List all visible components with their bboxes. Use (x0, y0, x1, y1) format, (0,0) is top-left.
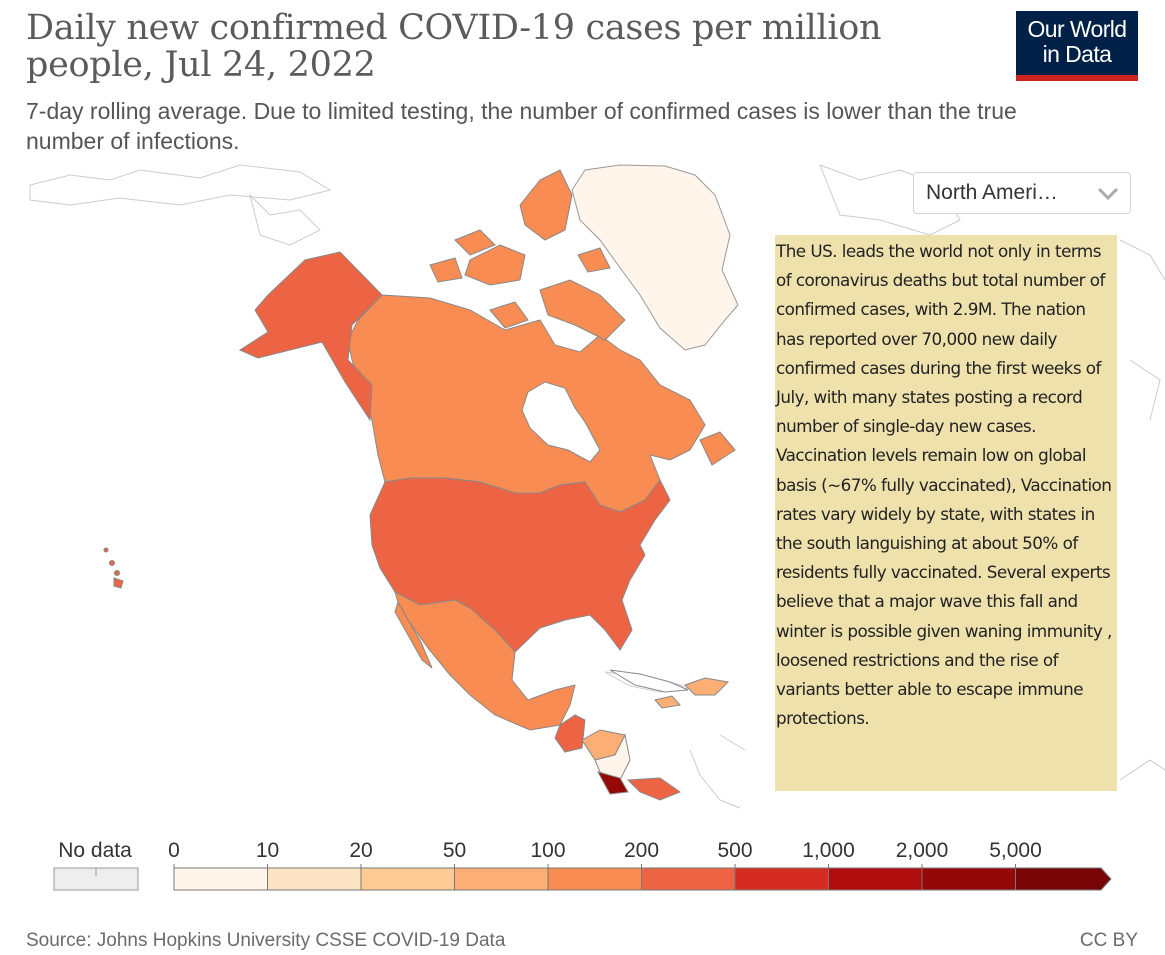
costa-rica-region[interactable] (596, 771, 629, 795)
legend-no-data-label: No data (58, 839, 132, 862)
legend-bins: 0 10 20 50 100 200 500 1,000 2,000 5,000 (168, 839, 1112, 891)
region-select[interactable]: North Ameri… (913, 172, 1131, 214)
panama-region[interactable] (626, 777, 682, 801)
chart-subtitle: 7-day rolling average. Due to limited te… (26, 98, 1017, 154)
legend-bin-swatch[interactable] (1015, 867, 1112, 891)
legend-bin-label: 20 (349, 839, 372, 862)
logo-line-2: in Data (1042, 41, 1112, 67)
chevron-down-icon (1097, 187, 1119, 201)
nicaragua-region[interactable] (594, 733, 631, 781)
guatemala-region[interactable] (554, 714, 586, 753)
chart-title: Daily new confirmed COVID-19 cases per m… (26, 8, 882, 85)
legend-bin-label: 10 (256, 839, 279, 862)
legend-bin-label: 50 (443, 839, 466, 862)
source-note[interactable]: Source: Johns Hopkins University CSSE CO… (26, 930, 506, 951)
license-label[interactable]: CC BY (1079, 930, 1138, 951)
hudson-bay (521, 381, 601, 463)
legend-bin-label: 1,000 (802, 839, 855, 862)
caribbean-islands[interactable] (609, 669, 730, 709)
legend-bin-swatch[interactable] (734, 867, 829, 891)
owid-logo[interactable]: Our World in Data (1016, 11, 1138, 81)
canada-arctic-islands[interactable] (429, 169, 736, 466)
greenland-region[interactable] (571, 164, 739, 351)
legend-bin-swatch[interactable] (547, 867, 642, 891)
baja-california[interactable] (394, 600, 433, 669)
choropleth-map (0, 160, 1165, 810)
map-svg (29, 164, 1165, 809)
legend-bin-swatch[interactable] (267, 867, 362, 891)
legend-bin-label: 5,000 (989, 839, 1042, 862)
legend-bin-swatch[interactable] (921, 867, 1016, 891)
legend-bin-label: 2,000 (896, 839, 949, 862)
legend-bin-swatch[interactable] (828, 867, 923, 891)
legend-bin-swatch[interactable] (173, 867, 268, 891)
legend-bin-swatch[interactable] (641, 867, 736, 891)
legend-bin-label: 100 (530, 839, 565, 862)
legend-svg: No data 0 10 20 50 100 200 500 1,000 2,000 5,000 (53, 839, 1112, 891)
mexico-region[interactable] (394, 591, 576, 731)
hawaii-islands[interactable] (103, 547, 124, 589)
annotation-box: The US. leads the world not only in term… (775, 235, 1117, 791)
alaska-region[interactable] (238, 251, 383, 422)
legend-bin-swatch[interactable] (360, 867, 455, 891)
legend-bin-label: 500 (717, 839, 752, 862)
legend-bin-label: 200 (624, 839, 659, 862)
region-select-value: North Ameri… (926, 181, 1058, 204)
logo-line-1: Our World (1027, 16, 1128, 42)
color-legend: No data 0 10 20 50 100 200 500 1,000 2,000 5,000 (0, 832, 1165, 902)
legend-bin-swatch[interactable] (454, 867, 549, 891)
legend-bin-label: 0 (168, 839, 180, 862)
